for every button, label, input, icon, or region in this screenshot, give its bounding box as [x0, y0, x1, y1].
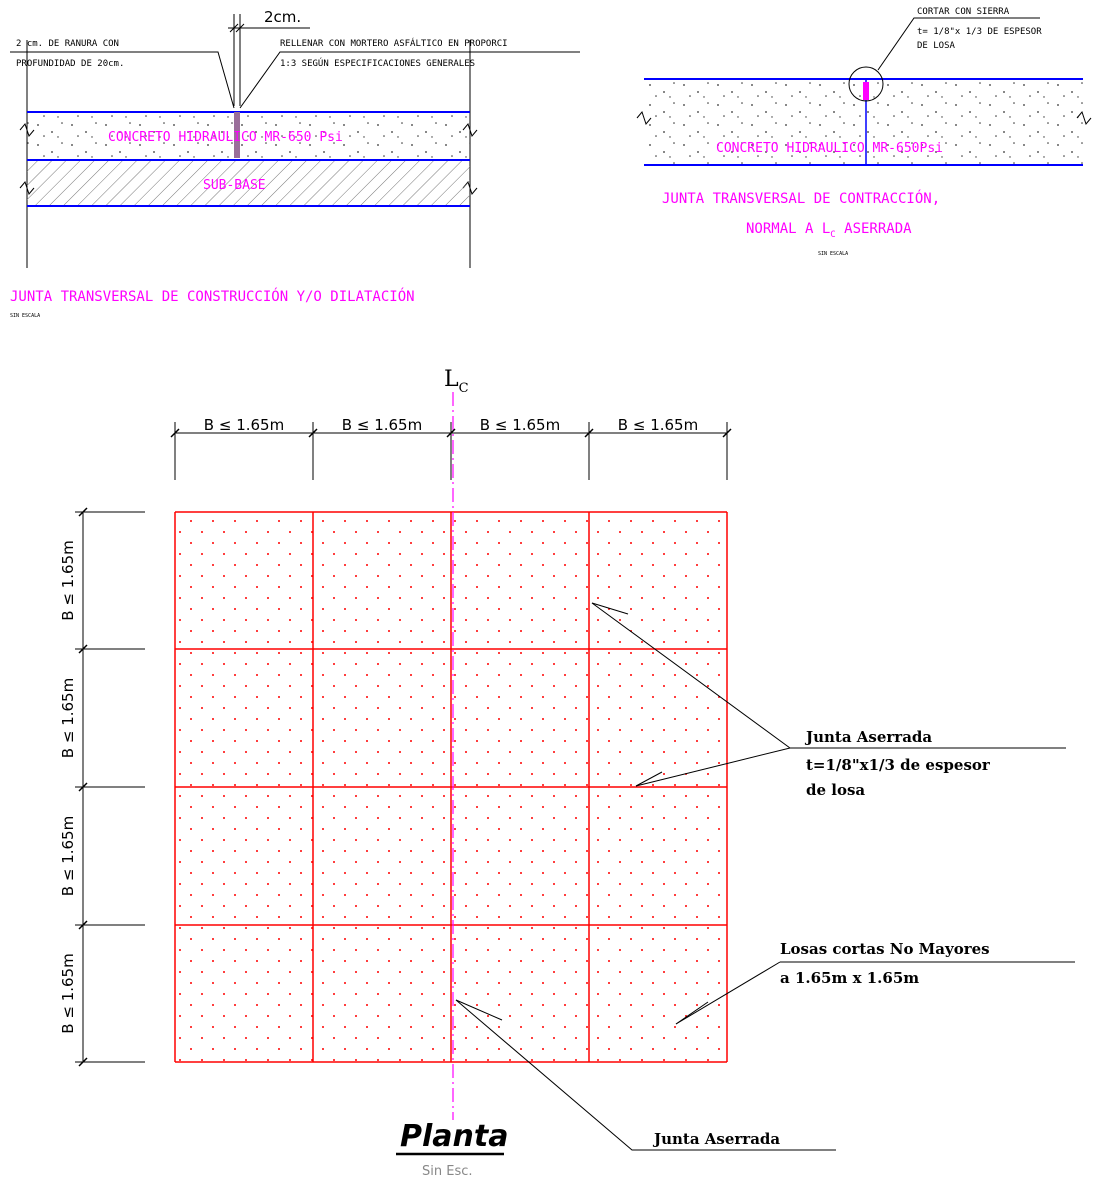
leader-cortar	[877, 17, 1040, 71]
detail-right: CORTAR CON SIERRA t= 1/8"x 1/3 DE ESPESO…	[636, 7, 1092, 257]
dim-left-label: B ≤ 1.65m	[59, 678, 77, 758]
break-symbol	[1076, 110, 1092, 126]
note-junta-line1: Junta Aserrada	[804, 728, 932, 746]
ranura-line2: PROFUNDIDAD DE 20cm.	[16, 59, 124, 69]
detail-left-title: JUNTA TRANSVERSAL DE CONSTRUCCIÓN Y/O DI…	[10, 287, 415, 305]
subbase-label: SUB-BASE	[203, 178, 266, 193]
dim-left-label: B ≤ 1.65m	[59, 816, 77, 896]
leader-junta-2-tail	[635, 771, 663, 787]
note-junta-aserrada: Junta Aserrada	[652, 1130, 780, 1148]
concreto-label: CONCRETO HIDRAULICO MR-650 Psi	[108, 130, 343, 145]
dim-tick	[170, 428, 180, 438]
slab-grid	[174, 511, 728, 1063]
concreto-label: CONCRETO HIDRAULICO MR-650Psi	[716, 141, 943, 156]
plan-title: Planta	[400, 1119, 508, 1154]
cortar-line2: t= 1/8"x 1/3 DE ESPESOR	[917, 27, 1042, 37]
leader-junta-3-tail	[455, 999, 503, 1021]
saw-cut	[863, 82, 869, 100]
concrete-layer	[27, 112, 470, 160]
leader-junta-2	[635, 747, 791, 787]
leader-losas	[675, 961, 781, 1025]
leader-losas-tail	[675, 1001, 709, 1025]
break-symbol	[636, 110, 652, 126]
rellenar-line1: RELLENAR CON MORTERO ASFÁLTICO EN PROPOR…	[280, 37, 508, 49]
dim-top-label: B ≤ 1.65m	[204, 416, 284, 434]
detail-left-scale: SIN ESCALA	[10, 313, 40, 319]
note-losas-line1: Losas cortas No Mayores	[780, 940, 990, 958]
dim-tick	[446, 428, 456, 438]
detail-right-title-line1: JUNTA TRANSVERSAL DE CONTRACCIÓN,	[662, 189, 940, 207]
dim-top-label: B ≤ 1.65m	[480, 416, 560, 434]
dim-tick	[78, 920, 88, 930]
dim-top-label: B ≤ 1.65m	[342, 416, 422, 434]
dim-left-label: B ≤ 1.65m	[59, 953, 77, 1033]
leader-junta-3	[455, 999, 836, 1151]
leader-rellenar	[239, 51, 580, 109]
cortar-line1: CORTAR CON SIERRA	[917, 7, 1010, 17]
detail-left: 2cm. 2 cm. DE RANURA CON PROFUNDIDAD DE …	[10, 8, 580, 319]
leader-junta-1-tail	[591, 602, 629, 615]
note-junta-line2: t=1/8"x1/3 de espesor	[806, 756, 991, 774]
dims-top: B ≤ 1.65m B ≤ 1.65m B ≤ 1.65m B ≤ 1.65m	[170, 416, 732, 480]
plan-subtitle: Sin Esc.	[422, 1164, 473, 1179]
note-junta-line3: de losa	[806, 781, 865, 799]
groove-joint	[234, 112, 240, 158]
note-losas-line2: a 1.65m x 1.65m	[780, 969, 919, 987]
dims-left: B ≤ 1.65m B ≤ 1.65m B ≤ 1.65m B ≤ 1.65m	[59, 507, 145, 1067]
dim-tick	[78, 507, 88, 517]
dim-top-label: B ≤ 1.65m	[618, 416, 698, 434]
dim-tick	[308, 428, 318, 438]
dim-left-label: B ≤ 1.65m	[59, 540, 77, 620]
dim-tick	[78, 1057, 88, 1067]
dim-tick	[722, 428, 732, 438]
cortar-line3: DE LOSA	[917, 41, 956, 51]
dim-tick	[229, 23, 239, 33]
dim-tick	[78, 782, 88, 792]
rellenar-line2: 1:3 SEGÚN ESPECIFICACIONES GENERALES	[280, 57, 475, 69]
dim-tick	[78, 644, 88, 654]
centerline-symbol: LC	[444, 367, 469, 396]
detail-right-title-line2: NORMAL A LC ASERRADA	[746, 221, 912, 240]
dim-2cm-label: 2cm.	[264, 8, 301, 26]
ranura-line1: 2 cm. DE RANURA CON	[16, 39, 119, 49]
leader-ranura	[165, 51, 235, 109]
plan-view: LC B ≤ 1.65m B ≤ 1.65m B ≤ 1.65m B ≤ 1.65m …	[59, 367, 1075, 1179]
subbase-layer	[27, 160, 470, 206]
detail-right-scale: SIN ESCALA	[818, 251, 848, 257]
dim-tick	[584, 428, 594, 438]
dim-tick	[235, 23, 245, 33]
detail-circle	[848, 66, 884, 102]
